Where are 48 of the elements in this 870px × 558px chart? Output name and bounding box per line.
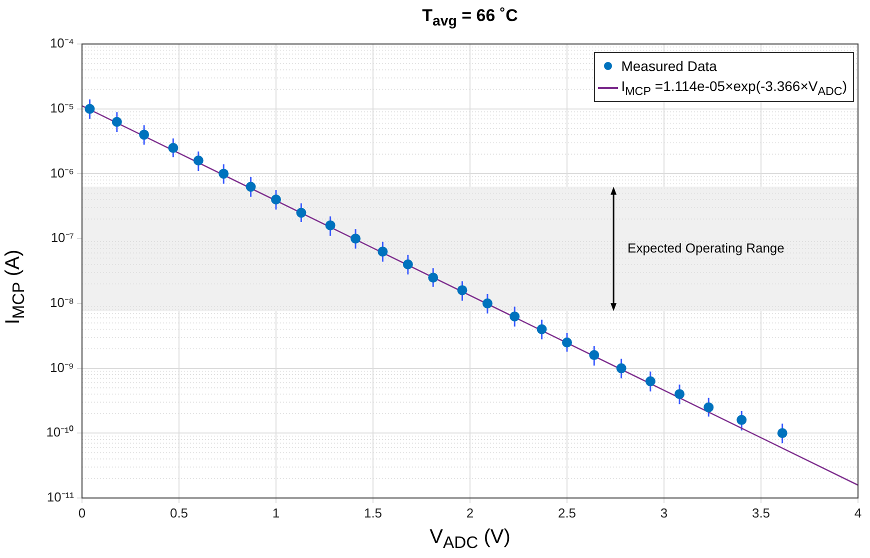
point [112,116,122,127]
point [482,298,492,308]
point [350,234,361,244]
point [736,414,747,425]
x-axis-title: V$_{ADC}$ (V) [428,526,512,553]
point [562,337,572,348]
point [139,130,150,140]
point [168,142,178,153]
y-tick-label: 10⁻⁵ [50,100,74,116]
x-tick-label: 1 [272,505,280,520]
x-tick-label: 0.5 [170,505,188,520]
chart-title: T$_{avg}$ = 66 ˚C [421,6,519,30]
x-tick-label: 1.5 [364,505,382,520]
point [457,285,468,296]
point [674,389,685,400]
point [84,104,95,114]
point [616,363,626,374]
x-tick-label: 2.5 [558,505,576,520]
x-tick-label: 0 [78,505,86,520]
legend-label: I$_{MCP}$ =1.114e-05×exp(-3.366×V$_{ADC}$) [621,78,847,98]
point [645,376,656,386]
y-tick-label: 10⁻¹⁰ [46,424,74,440]
point [402,259,413,270]
band-label: Expected Operating Range [628,240,784,256]
x-tick-label: 3.5 [752,505,770,520]
point [246,182,256,192]
y-tick-label: 10⁻⁸ [50,295,74,310]
point [536,324,547,334]
y-tick-label: 10⁻¹¹ [46,490,75,505]
point [510,311,520,322]
point [428,272,438,283]
y-tick-label: 10⁻⁹ [50,360,74,375]
y-tick-label: 10⁻⁷ [50,230,74,246]
point [777,428,788,438]
point [193,155,204,166]
point [325,220,336,230]
point [296,208,306,218]
point [704,402,714,412]
point [589,350,600,360]
y-tick-label: 10⁻⁶ [50,165,74,180]
point [378,246,388,257]
x-tick-label: 4 [854,505,862,520]
x-tick-label: 3 [660,505,668,520]
y-tick-label: 10⁻⁴ [50,36,74,51]
legend-label: Measured Data [621,58,717,74]
x-tick-label: 2 [466,505,474,520]
point [271,194,281,205]
point [218,168,229,179]
